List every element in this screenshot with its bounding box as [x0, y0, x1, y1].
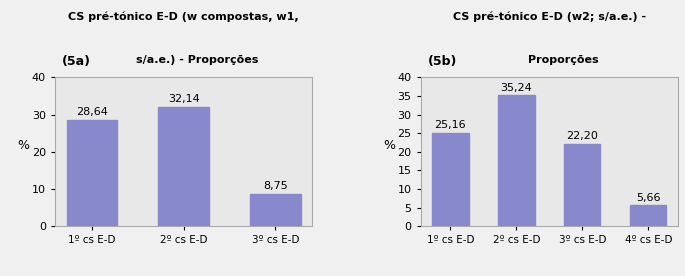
Bar: [250, 194, 301, 226]
Text: (5a): (5a): [62, 55, 90, 68]
Text: 28,64: 28,64: [76, 107, 108, 117]
Text: 22,20: 22,20: [566, 131, 598, 141]
Text: 35,24: 35,24: [501, 83, 532, 93]
Text: s/a.e.) - Proporções: s/a.e.) - Proporções: [136, 55, 258, 65]
Bar: [498, 95, 534, 226]
Bar: [432, 132, 469, 226]
Text: 25,16: 25,16: [434, 120, 466, 130]
Y-axis label: %: %: [17, 139, 29, 152]
Text: CS pré-tónico E-D (w2; s/a.e.) -: CS pré-tónico E-D (w2; s/a.e.) -: [453, 11, 646, 22]
Bar: [66, 120, 117, 226]
Text: (5b): (5b): [427, 55, 457, 68]
Text: Proporções: Proporções: [527, 55, 599, 65]
Text: 5,66: 5,66: [636, 193, 660, 203]
Text: 8,75: 8,75: [263, 182, 288, 192]
Bar: [158, 107, 209, 226]
Text: CS pré-tónico E-D (w compostas, w1,: CS pré-tónico E-D (w compostas, w1,: [68, 11, 299, 22]
Bar: [564, 144, 601, 226]
Bar: [630, 205, 667, 226]
Y-axis label: %: %: [383, 139, 395, 152]
Text: 32,14: 32,14: [168, 94, 199, 104]
